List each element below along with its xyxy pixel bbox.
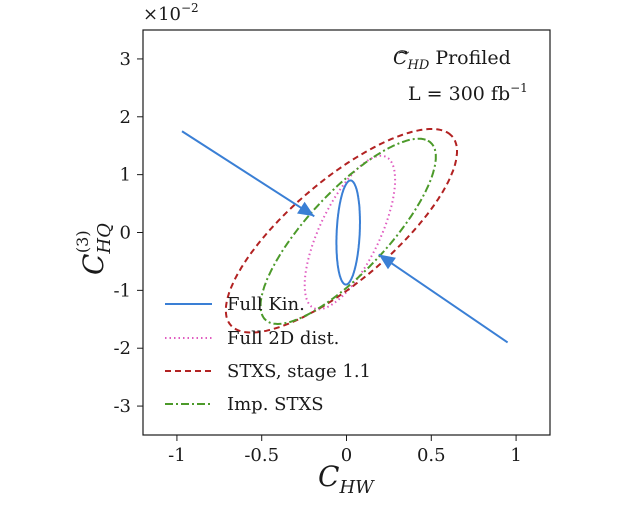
contour-2 xyxy=(224,128,458,334)
y-tick-label: -2 xyxy=(113,338,131,359)
x-tick-label: 0.5 xyxy=(417,445,446,466)
y-tick-label: -1 xyxy=(113,280,131,301)
legend-label-full-2d: Full 2D dist. xyxy=(227,328,339,349)
legend-label-full-kin: Full Kin. xyxy=(227,294,305,315)
y-tick-label: 0 xyxy=(120,223,131,244)
arrow-head-0 xyxy=(297,201,315,217)
legend-label-stxs: STXS, stage 1.1 xyxy=(227,361,371,382)
tilde-mark: ~ xyxy=(397,43,410,62)
legend-label-imp-stxs: Imp. STXS xyxy=(227,394,324,415)
contour-0 xyxy=(335,179,361,286)
axis-ticks: -1 -0.5 0 0.5 1 3 2 1 0 -1 -2 -3 xyxy=(113,49,521,466)
y-tick-label: 2 xyxy=(120,107,131,128)
svg-text:CHQ(3): CHQ(3) xyxy=(73,223,115,275)
arrows xyxy=(181,130,509,344)
y-tick-label: -3 xyxy=(113,396,131,417)
y-tick-label: 1 xyxy=(120,165,131,186)
legend: Full Kin. Full 2D dist. STXS, stage 1.1 … xyxy=(165,294,371,415)
annotation-line1: CHD Profiled xyxy=(393,47,511,73)
y-tick-label: 3 xyxy=(120,49,131,70)
x-tick-label: -0.5 xyxy=(244,445,279,466)
arrow-shaft-1 xyxy=(378,253,509,344)
x-tick-label: 0 xyxy=(341,445,352,466)
x-tick-label: 1 xyxy=(510,445,521,466)
contour-1 xyxy=(303,154,397,311)
y-axis-label: CHQ(3) xyxy=(73,223,115,275)
arrow-head-1 xyxy=(378,254,396,270)
x-tick-label: -1 xyxy=(168,445,186,466)
plot-frame xyxy=(142,29,551,436)
arrow-shaft-0 xyxy=(181,130,315,218)
annotation-line2: L = 300 fb−1 xyxy=(408,81,528,105)
contour-3 xyxy=(259,137,437,326)
contour-curves xyxy=(224,128,458,334)
y-multiplier: ×10−2 xyxy=(143,1,199,25)
x-axis-label: CHW xyxy=(318,460,375,498)
